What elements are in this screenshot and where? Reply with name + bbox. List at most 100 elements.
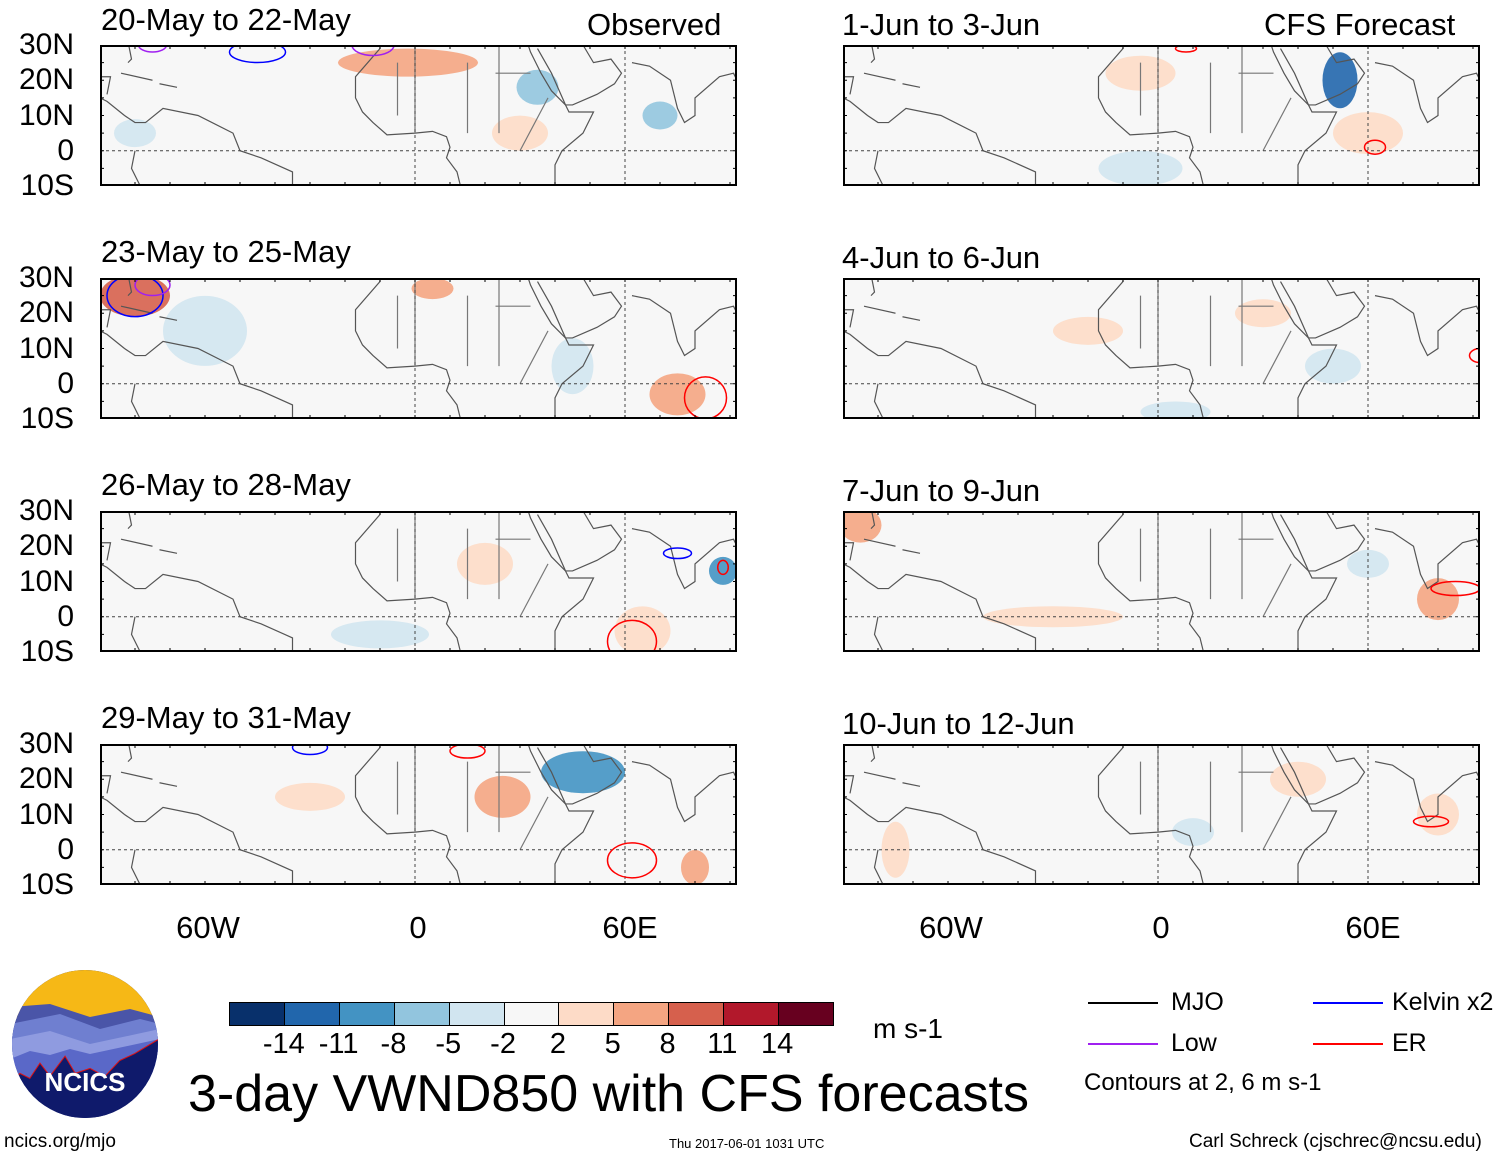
coastline [902,83,921,88]
coastline [159,782,178,787]
coastline [519,97,549,152]
legend-line-kelvin [1313,1002,1383,1004]
wave-contour [1363,139,1387,155]
coastline [873,849,884,885]
coastline [843,563,1037,652]
coastline [1374,62,1480,124]
lat-label: 30N [18,28,74,61]
coastline [527,744,595,885]
footer-timestamp: Thu 2017-06-01 1031 UTC [669,1136,825,1151]
wave-contour [606,842,658,879]
colorbar-label: -11 [318,1028,359,1060]
coastline [536,45,623,106]
coastline [631,62,737,124]
coastline [354,744,462,885]
logo-text: NCICS [45,1067,126,1097]
colorbar-swatch [779,1003,833,1025]
map-frame [843,45,1480,186]
anomaly-shading [1172,818,1214,847]
coastline [536,511,623,572]
coastline [127,278,133,297]
colorbar-label: 5 [604,1028,621,1060]
map-frame [100,45,737,186]
panel-title: 20-May to 22-May [101,2,351,37]
coastline [527,511,595,652]
legend-label: ER [1392,1029,1427,1057]
legend-label: MJO [1171,988,1224,1016]
lat-label: 10N [18,564,74,598]
panel-title: 1-Jun to 3-Jun [842,7,1041,42]
coastline [843,775,855,794]
lon-label: 60W [919,910,983,945]
anomaly-shading [551,338,594,395]
coastline [100,309,112,328]
wave-contour [1430,580,1480,597]
anomaly-shading [541,751,625,794]
lat-label: 30N [18,494,74,527]
map-frame [843,511,1480,652]
anomaly-shading [474,775,531,818]
wave-contour [291,744,329,756]
wave-contour [106,278,164,318]
coastline [100,330,294,419]
anomaly-shading [843,511,882,543]
colorbar-swatch [724,1003,780,1025]
coastline [127,511,133,530]
legend-label: Low [1171,1029,1217,1057]
map-panel-observed-3 [100,511,737,652]
map-panel-forecast-1 [843,45,1480,186]
coastline [843,796,1037,885]
map-panel-observed-2 [100,278,737,419]
coastline [120,305,153,314]
coastline [100,542,112,561]
lat-label: 10N [18,331,74,365]
coastline [843,330,1037,419]
wave-contour [134,278,171,297]
colorbar-label: -14 [262,1028,305,1060]
wave-contour [137,45,168,53]
footer-url[interactable]: ncics.org/mjo [4,1131,116,1152]
coastline [130,383,141,419]
coastline [1097,45,1205,186]
anomaly-shading [331,620,429,649]
coastline [100,76,112,95]
coastline [863,305,896,314]
anomaly-shading [1305,348,1361,384]
panel-title: 29-May to 31-May [101,700,351,735]
coastline [1270,511,1338,652]
lat-label: 10S [20,402,74,435]
anomaly-shading [681,849,709,885]
anomaly-shading [1333,112,1403,155]
coastline [100,97,294,186]
lat-label: 0 [57,133,74,167]
lat-label: 0 [57,599,74,633]
coastline [519,796,549,851]
coastline [1270,278,1338,419]
wave-contour [606,619,658,652]
lon-label: 60E [1345,910,1401,945]
map-frame [100,278,737,419]
anomaly-shading [492,115,548,151]
coastline [100,796,294,885]
lat-label: 10N [18,98,74,132]
legend-line-mjo [1088,1002,1158,1004]
lat-label: 20N [18,529,74,563]
coastline [120,538,153,547]
coastline [870,744,876,763]
lat-label: 30N [18,727,74,760]
coastline [873,383,884,419]
coastline [1262,796,1292,851]
coastline [902,782,921,787]
wave-contour [228,45,287,64]
coastline [1279,511,1366,572]
coastline [631,761,737,823]
map-background [843,278,1480,419]
wave-contour [1412,815,1450,828]
coastline [130,849,141,885]
colorbar-swatch [669,1003,725,1025]
coastline [1279,45,1366,106]
map-background [100,744,737,885]
colorbar-swatch [230,1003,285,1025]
coastline [527,278,595,419]
colorbar-swatch [339,1003,395,1025]
